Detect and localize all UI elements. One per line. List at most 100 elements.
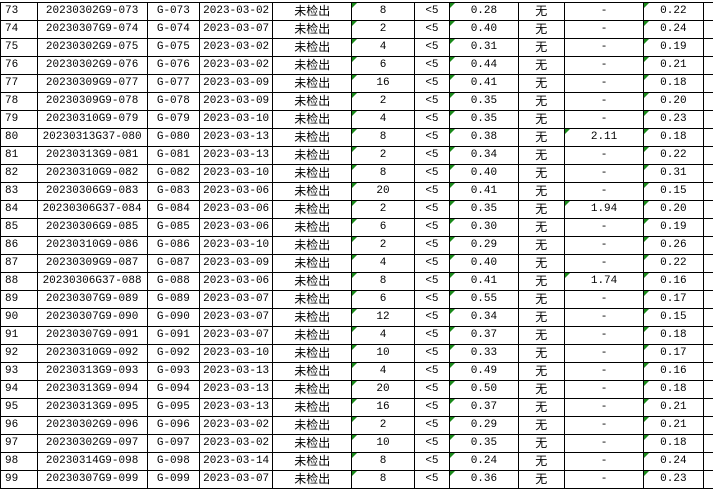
cell-sample-code[interactable]: G-091 [146,326,201,345]
cell-value-b[interactable]: - [563,110,645,129]
cell-sample-code[interactable]: G-088 [146,272,201,291]
cell-result[interactable]: 未检出 [272,308,353,327]
cell-value-c[interactable]: 0.19 [643,218,704,237]
cell-limit[interactable]: <5 [413,74,451,93]
cell-count[interactable]: 4 [351,38,415,57]
cell-empty[interactable] [702,56,713,75]
cell-value-c[interactable]: 0.19 [643,38,704,57]
cell-empty[interactable] [702,344,713,363]
cell-limit[interactable]: <5 [413,326,451,345]
cell-presence[interactable]: 无 [517,290,565,309]
cell-date[interactable]: 2023-03-06 [199,182,274,201]
cell-count[interactable]: 4 [351,326,415,345]
cell-value-a[interactable]: 0.50 [449,380,519,399]
cell-sample-code[interactable]: G-094 [146,380,201,399]
cell-sample-code[interactable]: G-081 [146,146,201,165]
cell-sample-id[interactable]: 20230309G9-087 [36,254,148,273]
cell-count[interactable]: 10 [351,434,415,453]
cell-value-c[interactable]: 0.21 [643,416,704,435]
cell-sample-id[interactable]: 20230313G9-081 [36,146,148,165]
cell-limit[interactable]: <5 [413,20,451,39]
cell-value-b[interactable]: - [563,290,645,309]
cell-result[interactable]: 未检出 [272,110,353,129]
cell-value-c[interactable]: 0.21 [643,56,704,75]
cell-value-c[interactable]: 0.18 [643,326,704,345]
cell-sample-code[interactable]: G-089 [146,290,201,309]
cell-sample-id[interactable]: 20230306G9-085 [36,218,148,237]
cell-limit[interactable]: <5 [413,110,451,129]
cell-limit[interactable]: <5 [413,344,451,363]
cell-value-c[interactable]: 0.21 [643,398,704,417]
cell-count[interactable]: 4 [351,362,415,381]
cell-result[interactable]: 未检出 [272,236,353,255]
cell-count[interactable]: 6 [351,56,415,75]
cell-value-b[interactable]: - [563,182,645,201]
cell-sample-id[interactable]: 20230307G9-074 [36,20,148,39]
cell-value-a[interactable]: 0.36 [449,470,519,489]
cell-presence[interactable]: 无 [517,110,565,129]
cell-result[interactable]: 未检出 [272,38,353,57]
cell-value-b[interactable]: - [563,38,645,57]
cell-result[interactable]: 未检出 [272,470,353,489]
cell-date[interactable]: 2023-03-02 [199,56,274,75]
cell-limit[interactable]: <5 [413,362,451,381]
cell-row-number[interactable]: 84 [0,200,38,219]
cell-empty[interactable] [702,218,713,237]
cell-presence[interactable]: 无 [517,470,565,489]
cell-empty[interactable] [702,92,713,111]
cell-result[interactable]: 未检出 [272,344,353,363]
cell-presence[interactable]: 无 [517,434,565,453]
cell-value-b[interactable]: - [563,452,645,471]
cell-value-b[interactable]: - [563,218,645,237]
cell-empty[interactable] [702,182,713,201]
cell-value-c[interactable]: 0.18 [643,128,704,147]
cell-sample-id[interactable]: 20230310G9-082 [36,164,148,183]
cell-empty[interactable] [702,38,713,57]
cell-date[interactable]: 2023-03-10 [199,344,274,363]
cell-count[interactable]: 20 [351,182,415,201]
cell-count[interactable]: 20 [351,380,415,399]
cell-limit[interactable]: <5 [413,380,451,399]
cell-result[interactable]: 未检出 [272,272,353,291]
cell-result[interactable]: 未检出 [272,74,353,93]
cell-value-c[interactable]: 0.18 [643,74,704,93]
cell-sample-id[interactable]: 20230310G9-079 [36,110,148,129]
cell-sample-id[interactable]: 20230306G9-083 [36,182,148,201]
cell-empty[interactable] [702,290,713,309]
cell-limit[interactable]: <5 [413,254,451,273]
cell-count[interactable]: 6 [351,218,415,237]
cell-row-number[interactable]: 86 [0,236,38,255]
cell-value-c[interactable]: 0.16 [643,272,704,291]
cell-value-b[interactable]: - [563,20,645,39]
cell-row-number[interactable]: 90 [0,308,38,327]
cell-value-c[interactable]: 0.24 [643,20,704,39]
cell-value-c[interactable]: 0.16 [643,362,704,381]
cell-sample-id[interactable]: 20230307G9-099 [36,470,148,489]
cell-value-a[interactable]: 0.35 [449,200,519,219]
cell-presence[interactable]: 无 [517,2,565,21]
cell-row-number[interactable]: 88 [0,272,38,291]
cell-row-number[interactable]: 95 [0,398,38,417]
cell-value-b[interactable]: - [563,398,645,417]
cell-presence[interactable]: 无 [517,362,565,381]
cell-result[interactable]: 未检出 [272,416,353,435]
cell-sample-code[interactable]: G-085 [146,218,201,237]
cell-empty[interactable] [702,362,713,381]
cell-value-a[interactable]: 0.31 [449,38,519,57]
cell-row-number[interactable]: 83 [0,182,38,201]
cell-date[interactable]: 2023-03-07 [199,326,274,345]
cell-presence[interactable]: 无 [517,92,565,111]
cell-date[interactable]: 2023-03-07 [199,308,274,327]
cell-empty[interactable] [702,74,713,93]
cell-sample-id[interactable]: 20230313G9-093 [36,362,148,381]
cell-result[interactable]: 未检出 [272,128,353,147]
cell-sample-id[interactable]: 20230302G9-076 [36,56,148,75]
cell-presence[interactable]: 无 [517,182,565,201]
cell-value-b[interactable]: 2.11 [563,128,645,147]
cell-sample-id[interactable]: 20230302G9-075 [36,38,148,57]
cell-sample-id[interactable]: 20230313G9-094 [36,380,148,399]
cell-date[interactable]: 2023-03-09 [199,254,274,273]
cell-sample-code[interactable]: G-080 [146,128,201,147]
cell-limit[interactable]: <5 [413,56,451,75]
cell-date[interactable]: 2023-03-13 [199,362,274,381]
